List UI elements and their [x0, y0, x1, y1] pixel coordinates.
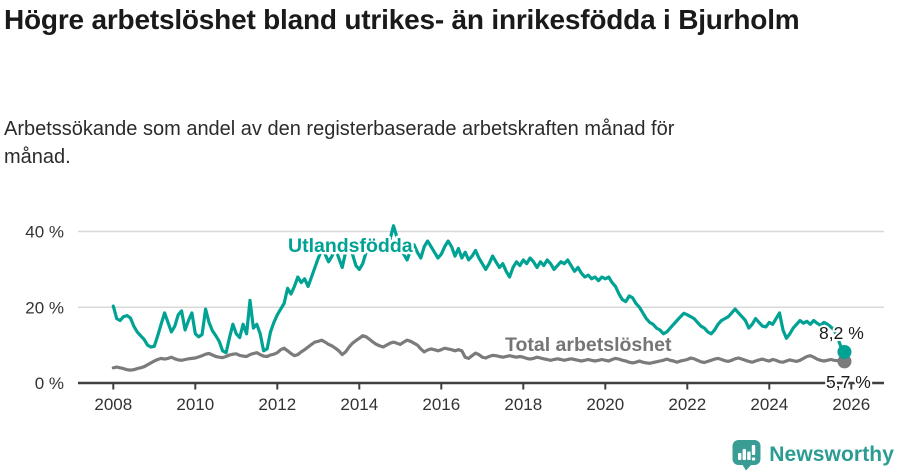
x-tick-label: 2026: [832, 395, 870, 414]
newsworthy-logo-icon: [732, 440, 761, 471]
x-tick-label: 2022: [668, 395, 706, 414]
unemployment-line-chart: 0 % 20 % 40 % 2008 2010 2012 2014 2016 2018 2020 2…: [25, 223, 884, 414]
x-tick-label: 2008: [94, 395, 132, 414]
series-end-value: 8,2 %: [819, 323, 864, 343]
y-tick-label: 0 %: [35, 374, 64, 393]
page-title: Högre arbetslöshet bland utrikes- än inr…: [4, 4, 800, 35]
series-end-dot: [837, 344, 852, 359]
series-label: Total arbetslöshet: [505, 334, 672, 356]
y-tick-label: 20 %: [25, 298, 64, 317]
series-label: Utlandsfödda: [288, 235, 413, 257]
x-tick-label: 2016: [422, 395, 460, 414]
x-tick-label: 2024: [750, 395, 788, 414]
newsworthy-brand-text: Newsworthy: [769, 442, 894, 466]
x-tick-label: 2014: [340, 395, 378, 414]
x-tick-label: 2010: [176, 395, 214, 414]
series-end-value: 5,7 %: [826, 372, 871, 392]
x-tick-label: 2020: [586, 395, 624, 414]
y-tick-label: 40 %: [25, 223, 64, 242]
x-tick-label: 2018: [504, 395, 542, 414]
newsworthy-brand: Newsworthy: [731, 438, 894, 471]
page-subtitle: Arbetssökande som andel av den registerb…: [4, 118, 675, 168]
x-tick-label: 2012: [258, 395, 296, 414]
series-line-utlandsfodda: [111, 224, 847, 355]
series-line-total: [111, 334, 847, 372]
